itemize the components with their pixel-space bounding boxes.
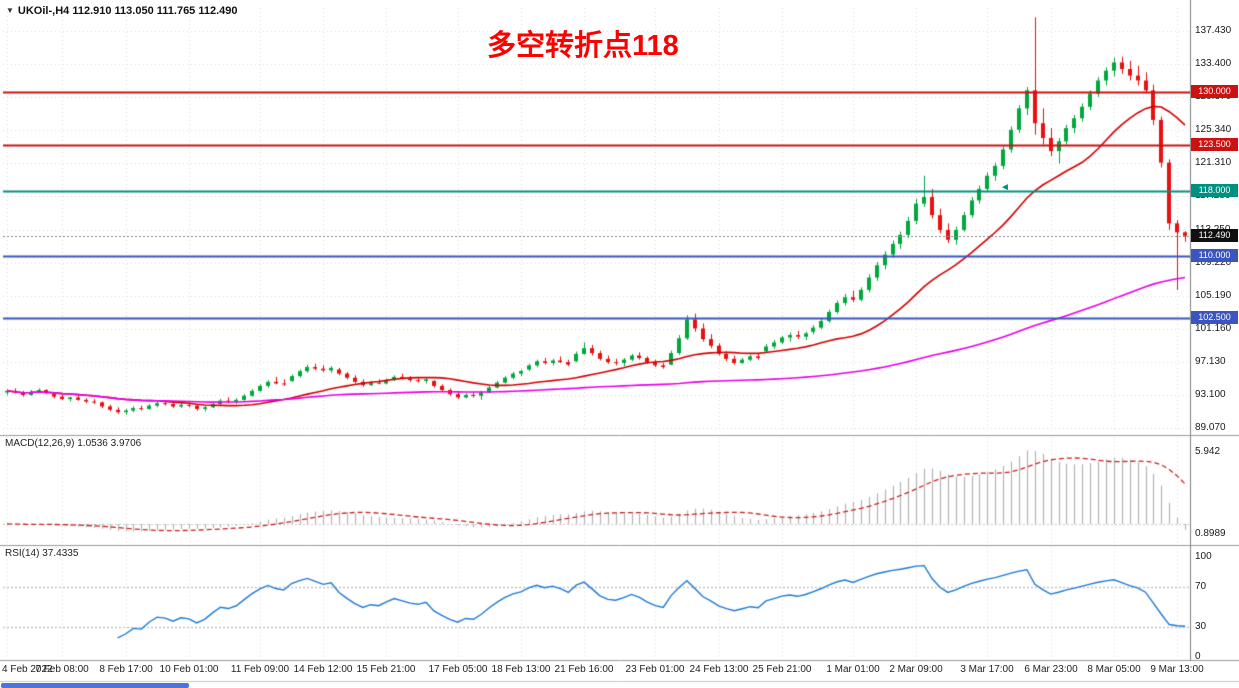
rsi-axis-label: 100 (1195, 551, 1212, 562)
macd-indicator-header: MACD(12,26,9) 1.0536 3.9706 (5, 438, 142, 449)
price-axis-label: 137.430 (1195, 24, 1232, 36)
arrow-marker-icon[interactable]: ◄ (1000, 182, 1010, 193)
price-axis-label: 125.340 (1195, 124, 1232, 136)
rsi-axis-label: 70 (1195, 581, 1207, 592)
time-axis-label: 11 Feb 09:00 (230, 664, 290, 675)
time-axis-label: 1 Mar 01:00 (826, 664, 880, 675)
hline-price-flag[interactable]: 130.000 (1191, 84, 1238, 98)
price-axis-label: 101.160 (1195, 322, 1232, 334)
ohlc-values: 112.910 113.050 111.765 112.490 (72, 5, 238, 17)
time-axis-label: 7 Feb 08:00 (35, 664, 89, 675)
time-axis-label: 23 Feb 01:00 (625, 664, 685, 675)
time-axis-label: 6 Mar 23:00 (1024, 664, 1078, 675)
price-axis-label: 97.130 (1195, 355, 1226, 367)
symbol-period-label: UKOil-,H4 (17, 5, 70, 17)
symbol-header: ▼ UKOil-,H4 112.910 113.050 111.765 112.4… (6, 5, 238, 17)
hline-price-flag[interactable]: 123.500 (1191, 138, 1238, 152)
rsi-axis-label: 30 (1195, 621, 1207, 632)
price-axis-label: 133.400 (1195, 58, 1232, 70)
macd-axis-label: 5.942 (1195, 446, 1221, 457)
time-axis-label: 15 Feb 21:00 (356, 664, 416, 675)
time-axis-label: 18 Feb 13:00 (491, 664, 551, 675)
hline-price-flag[interactable]: 118.000 (1191, 183, 1238, 197)
collapse-icon[interactable]: ▼ (6, 6, 14, 15)
time-axis-label: 17 Feb 05:00 (428, 664, 488, 675)
hline-price-flag[interactable]: 110.000 (1191, 249, 1238, 263)
time-axis-label: 8 Mar 05:00 (1087, 664, 1141, 675)
time-axis-label: 24 Feb 13:00 (689, 664, 749, 675)
price-axis-label: 93.100 (1195, 388, 1226, 400)
hline-price-flag[interactable]: 102.500 (1191, 310, 1238, 324)
time-axis-label: 8 Feb 17:00 (99, 664, 153, 675)
time-axis-label: 25 Feb 21:00 (752, 664, 812, 675)
time-axis-label: 21 Feb 16:00 (554, 664, 614, 675)
current-price-flag: 112.490 (1191, 228, 1238, 242)
price-axis-label: 89.070 (1195, 422, 1226, 434)
price-axis-label: 121.310 (1195, 157, 1232, 169)
time-axis-label: 4 Feb 2022 (2, 664, 53, 675)
chart-annotation-text[interactable]: 多空转折点118 (487, 30, 679, 62)
time-axis-label: 2 Mar 09:00 (889, 664, 943, 675)
hscrollbar-thumb[interactable] (1, 683, 189, 688)
macd-axis-label: 0.8989 (1195, 528, 1226, 539)
price-axis-label: 105.190 (1195, 289, 1232, 301)
time-axis-label: 10 Feb 01:00 (159, 664, 219, 675)
rsi-axis-label: 0 (1195, 651, 1201, 662)
time-axis-label: 3 Mar 17:00 (960, 664, 1014, 675)
rsi-indicator-header: RSI(14) 37.4335 (5, 548, 79, 559)
time-axis-label: 14 Feb 12:00 (293, 664, 353, 675)
time-axis-label: 9 Mar 13:00 (1150, 664, 1204, 675)
